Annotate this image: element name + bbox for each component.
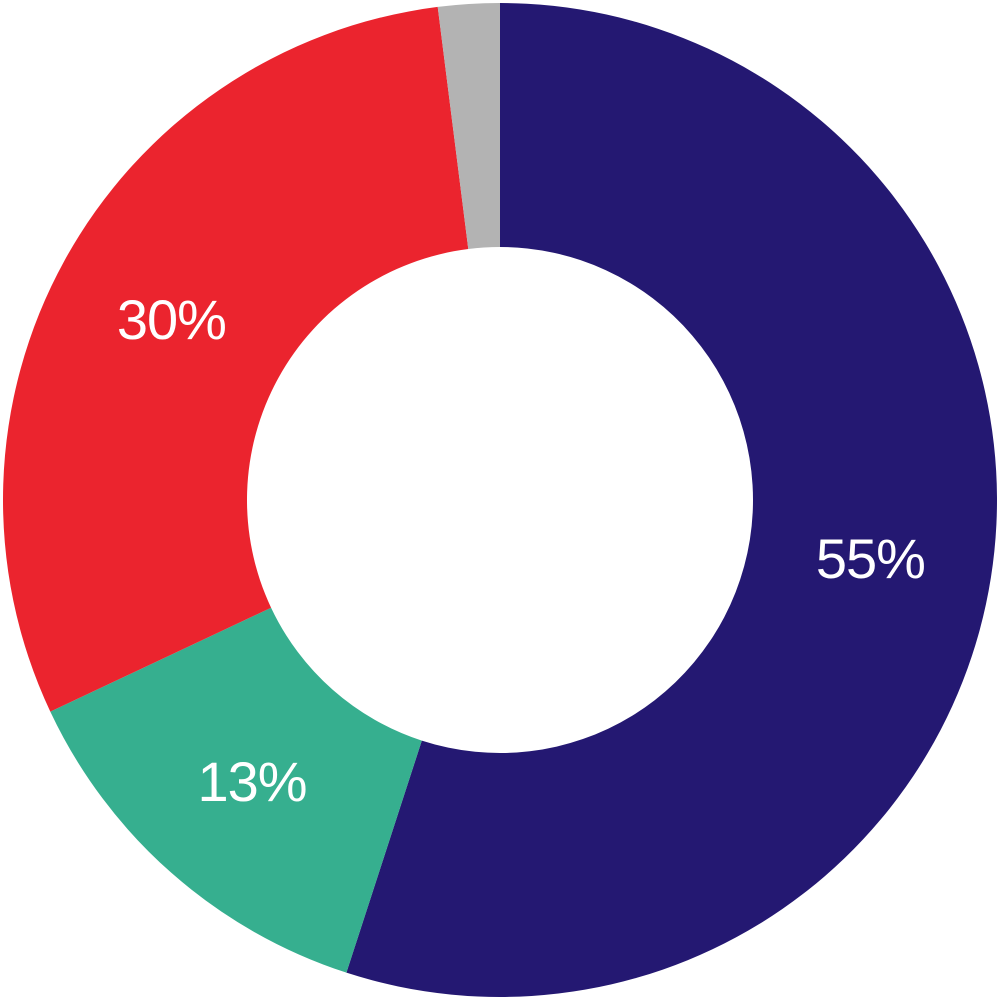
donut-slice-3 <box>437 3 500 249</box>
slice-label-0: 55% <box>816 527 925 590</box>
slice-label-2: 30% <box>117 288 226 351</box>
donut-slice-1 <box>50 607 422 973</box>
slices-group <box>3 3 997 997</box>
slice-label-1: 13% <box>197 750 306 813</box>
donut-slice-2 <box>3 6 469 712</box>
donut-slice-0 <box>346 3 997 997</box>
labels-group: 55% 13% 30% <box>117 288 926 813</box>
